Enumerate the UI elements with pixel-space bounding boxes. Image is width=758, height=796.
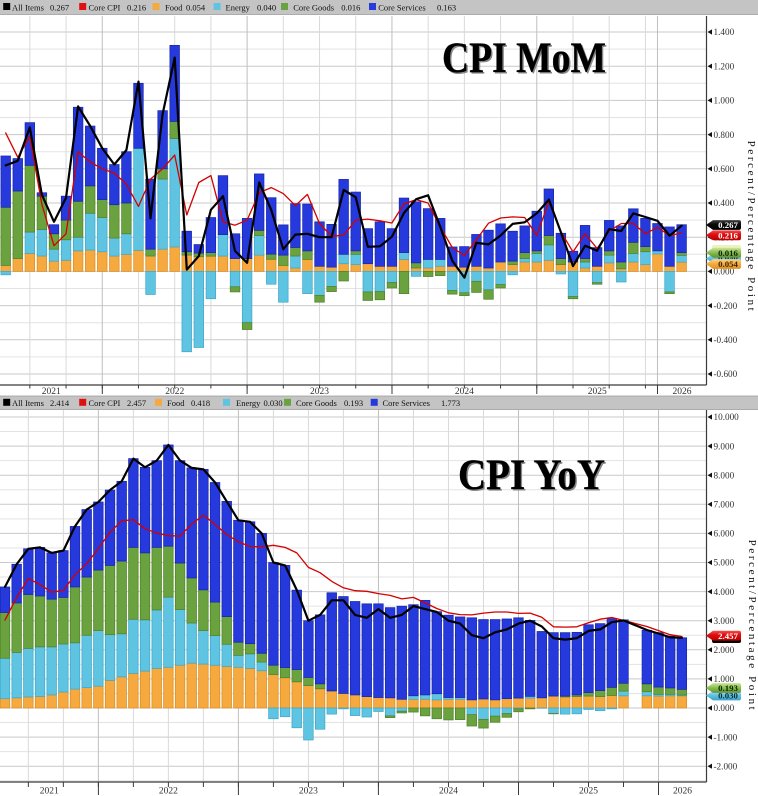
svg-text:0.600: 0.600 (714, 164, 735, 174)
svg-text:Core Goods: Core Goods (296, 398, 337, 408)
svg-text:Percent/Percentage Point: Percent/Percentage Point (746, 540, 758, 713)
svg-text:-0.200: -0.200 (714, 301, 738, 311)
svg-text:0.054: 0.054 (718, 259, 738, 269)
svg-text:2023: 2023 (310, 387, 329, 397)
svg-text:Energy: Energy (226, 2, 251, 12)
svg-text:Energy: Energy (236, 398, 261, 408)
svg-text:All Items: All Items (12, 2, 44, 12)
svg-text:Core CPI: Core CPI (89, 398, 121, 408)
svg-text:2026: 2026 (673, 387, 692, 397)
svg-text:0.418: 0.418 (191, 398, 210, 408)
svg-text:2021: 2021 (42, 387, 61, 397)
svg-text:0.054: 0.054 (186, 2, 206, 12)
svg-text:0.016: 0.016 (718, 248, 738, 258)
svg-text:7.000: 7.000 (714, 500, 735, 510)
svg-text:4.000: 4.000 (714, 587, 735, 597)
svg-text:1.773: 1.773 (441, 398, 460, 408)
svg-text:5.000: 5.000 (714, 558, 735, 568)
svg-text:Core Services: Core Services (378, 2, 425, 12)
svg-text:0.000: 0.000 (714, 703, 735, 713)
svg-text:-0.600: -0.600 (714, 369, 738, 379)
svg-text:2.457: 2.457 (718, 631, 738, 641)
svg-text:9.000: 9.000 (714, 441, 735, 451)
svg-text:2024: 2024 (439, 787, 458, 796)
svg-text:CPI YoY: CPI YoY (460, 454, 607, 501)
svg-text:0.267: 0.267 (718, 220, 738, 230)
svg-text:0.400: 0.400 (714, 198, 735, 208)
svg-text:3.000: 3.000 (714, 616, 735, 626)
svg-text:0.030: 0.030 (264, 398, 283, 408)
svg-text:0.193: 0.193 (718, 683, 738, 693)
svg-text:CPI MoM: CPI MoM (444, 37, 608, 84)
svg-text:10.000: 10.000 (714, 412, 740, 422)
svg-text:2023: 2023 (299, 787, 318, 796)
svg-text:2024: 2024 (455, 387, 474, 397)
svg-text:1.000: 1.000 (714, 96, 735, 106)
svg-text:0.016: 0.016 (341, 2, 360, 12)
svg-text:CPI MoM: CPI MoM (442, 35, 606, 82)
svg-text:8.000: 8.000 (714, 470, 735, 480)
svg-text:0.267: 0.267 (50, 2, 69, 12)
svg-text:2.000: 2.000 (714, 645, 735, 655)
svg-text:0.800: 0.800 (714, 130, 735, 140)
svg-text:1.200: 1.200 (714, 61, 735, 71)
svg-text:2.457: 2.457 (127, 398, 146, 408)
svg-text:2021: 2021 (40, 787, 59, 796)
svg-text:-2.000: -2.000 (714, 761, 738, 771)
svg-text:1.000: 1.000 (714, 674, 735, 684)
svg-text:2022: 2022 (165, 387, 184, 397)
svg-text:2022: 2022 (159, 787, 178, 796)
svg-text:0.030: 0.030 (718, 691, 738, 701)
svg-text:Core CPI: Core CPI (89, 2, 121, 12)
svg-text:2.414: 2.414 (50, 398, 70, 408)
svg-text:CPI YoY: CPI YoY (458, 452, 605, 499)
svg-text:0.000: 0.000 (714, 267, 735, 277)
svg-text:-0.400: -0.400 (714, 335, 738, 345)
svg-text:2025: 2025 (588, 387, 607, 397)
svg-text:0.216: 0.216 (127, 2, 146, 12)
svg-text:0.040: 0.040 (257, 2, 276, 12)
svg-text:Core Goods: Core Goods (293, 2, 334, 12)
svg-text:0.163: 0.163 (437, 2, 456, 12)
svg-text:0.193: 0.193 (344, 398, 363, 408)
svg-text:0.040: 0.040 (718, 254, 738, 264)
svg-text:All Items: All Items (12, 398, 44, 408)
svg-text:2026: 2026 (673, 787, 692, 796)
svg-text:Core Services: Core Services (383, 398, 430, 408)
svg-text:2025: 2025 (579, 787, 598, 796)
svg-text:Percent/Percentage Point: Percent/Percentage Point (745, 141, 757, 314)
svg-text:Food: Food (167, 398, 185, 408)
svg-text:0.216: 0.216 (718, 230, 738, 240)
svg-text:6.000: 6.000 (714, 529, 735, 539)
svg-text:1.400: 1.400 (714, 27, 735, 37)
svg-text:Food: Food (165, 2, 183, 12)
svg-text:-1.000: -1.000 (714, 732, 738, 742)
